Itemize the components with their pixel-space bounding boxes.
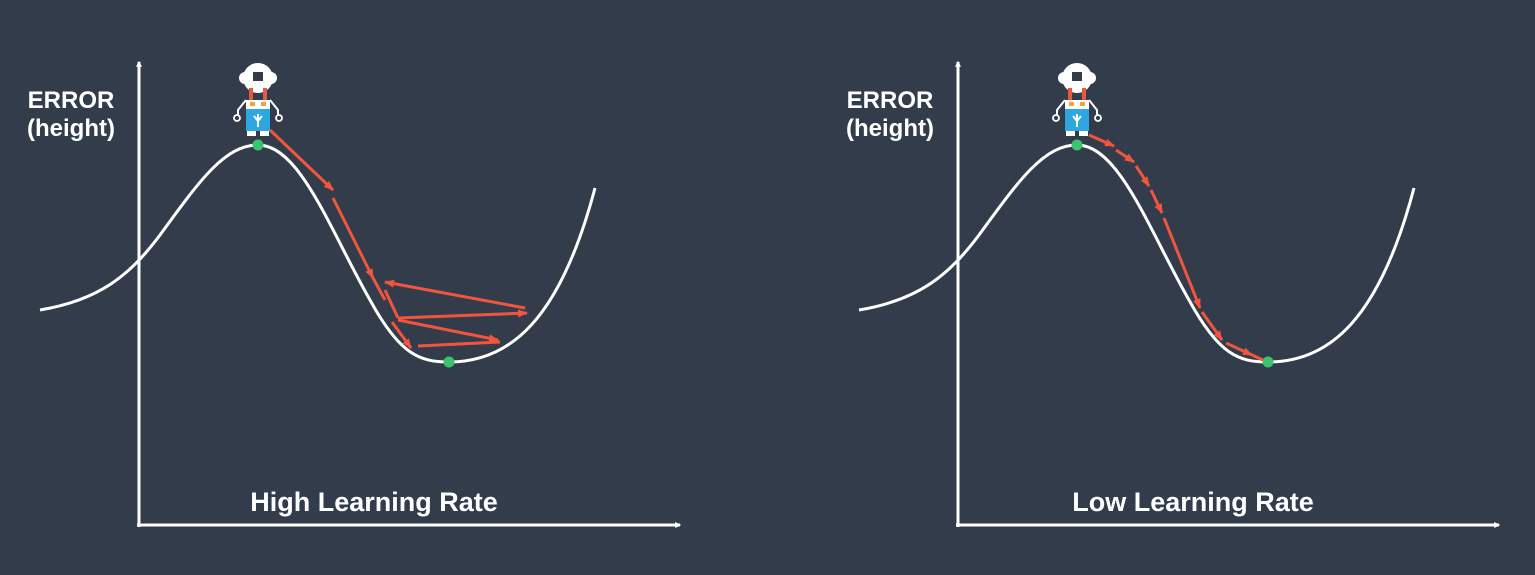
step-arrow [1162, 217, 1202, 309]
step-arrow [383, 289, 400, 319]
minimum-point [443, 356, 455, 368]
start-point [252, 139, 264, 151]
minimum-point [1262, 356, 1274, 368]
step-arrow [1225, 341, 1253, 357]
panel-low-learning-rate: ERROR (height) Low Learning Rate [846, 60, 1501, 528]
step-arrow [397, 318, 499, 343]
y-axis-label-line1: ERROR [28, 87, 115, 114]
step-arrow [1115, 148, 1135, 164]
robot-icon [1052, 62, 1102, 137]
step-arrow [371, 277, 387, 301]
robot-icon [233, 62, 283, 137]
step-arrow [384, 279, 526, 310]
panel-caption: High Learning Rate [250, 487, 498, 517]
gradient-steps [1088, 133, 1264, 362]
step-arrow [1200, 311, 1224, 341]
gradient-steps [268, 128, 528, 349]
error-curve [39, 143, 597, 364]
step-arrow [268, 128, 335, 192]
y-axis-label-line1: ERROR [847, 87, 934, 114]
step-arrow [331, 197, 375, 279]
error-curve [858, 143, 1416, 364]
panel-high-learning-rate: ERROR (height) High Learning Rate [27, 60, 682, 528]
step-arrow [417, 340, 501, 348]
step-arrow [1149, 189, 1164, 214]
step-arrow [1088, 133, 1115, 148]
step-arrow [1251, 353, 1264, 362]
step-arrow [397, 309, 528, 320]
panel-caption: Low Learning Rate [1072, 487, 1314, 517]
step-arrow [390, 321, 413, 349]
step-arrow [1134, 165, 1151, 187]
start-point [1071, 139, 1083, 151]
y-axis-label-line2: (height) [27, 115, 115, 142]
y-axis-label-line2: (height) [846, 115, 934, 142]
